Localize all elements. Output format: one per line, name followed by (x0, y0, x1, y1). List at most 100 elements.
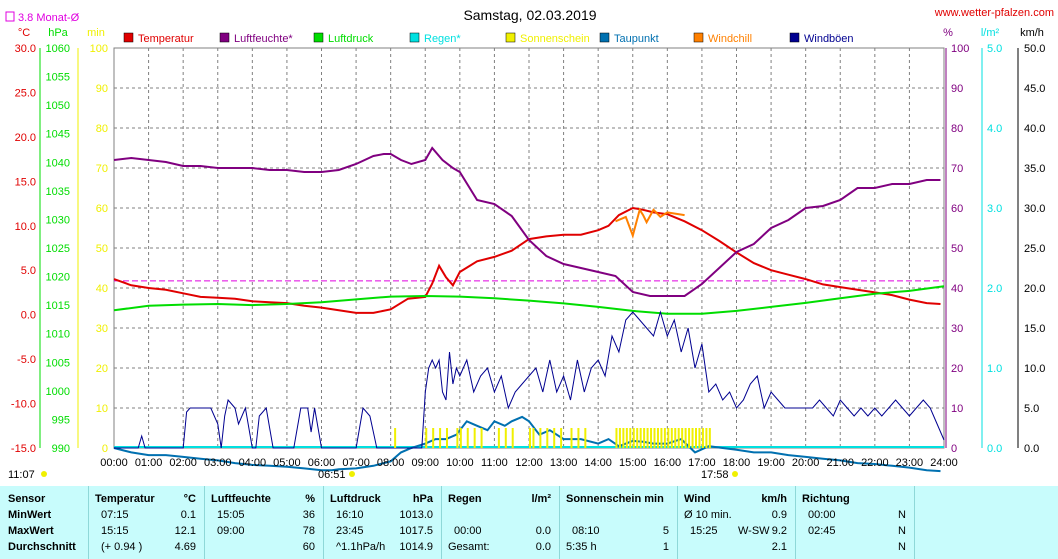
series-line-2 (113, 285, 945, 315)
sun-bar (701, 428, 704, 448)
tick-hum-10: 0 (951, 443, 957, 455)
legend: Temperatur Luftfeuchte* Luftdruck Regen* Son… (123, 32, 854, 45)
sun-bar (681, 428, 684, 448)
sunrise-marker (349, 471, 355, 477)
tick-press-7: 1025 (46, 243, 70, 255)
avg-hum-val: 60 (302, 541, 315, 553)
sun-bar (615, 428, 618, 448)
legend-label-0: Temperatur (138, 33, 194, 45)
sunset-label: 17:58 (701, 469, 729, 481)
sun-bar (674, 428, 677, 448)
tick-hum-8: 20 (951, 363, 963, 375)
row-max-label: MaxWert (8, 525, 54, 537)
tick-press-13: 995 (52, 414, 70, 426)
legend-swatch-6 (693, 32, 704, 43)
max-rain-val: 0.0 (535, 525, 551, 537)
max-sun-val: 5 (662, 525, 669, 537)
sun-bar (439, 428, 442, 448)
legend-swatch-3 (409, 32, 420, 43)
avg-sun-val: 1 (662, 541, 669, 553)
legend-swatch-7 (789, 32, 800, 43)
min-dir-time: 00:00 (808, 509, 836, 521)
avg-press-trend: ^1.1hPa/h (336, 541, 386, 553)
avg-press-val: 1014.9 (399, 541, 433, 553)
sun-bar (532, 428, 535, 448)
x-tick-6: 06:00 (308, 457, 336, 469)
sun-bar (639, 428, 642, 448)
unit-label-hum: % (943, 27, 953, 39)
x-tick-22: 22:00 (861, 457, 889, 469)
x-tick-23: 23:00 (896, 457, 924, 469)
x-tick-4: 04:00 (239, 457, 267, 469)
month-avg-marker (5, 11, 15, 22)
series-line-5 (114, 310, 945, 449)
sun-bar (625, 428, 628, 448)
sun-bar (629, 428, 632, 448)
hdr-temp-unit: °C (183, 493, 196, 505)
tick-press-9: 1015 (46, 300, 70, 312)
tick-rain-0: 5.0 (987, 43, 1002, 55)
col-temp: Temperatur °C 07:15 0.1 15:15 12.1 (+ 0.… (89, 486, 205, 559)
sun-bar (653, 428, 656, 448)
x-tick-18: 18:00 (723, 457, 751, 469)
tick-rain-2: 3.0 (987, 203, 1002, 215)
tick-sunmin-4: 60 (96, 203, 108, 215)
hdr-press: Luftdruck (330, 493, 381, 505)
total-rain-val: 0.0 (535, 541, 551, 553)
min-press-val: 1013.0 (399, 509, 433, 521)
x-tick-21: 21:00 (826, 457, 854, 469)
sun-bar (632, 428, 635, 448)
hdr-hum: Luftfeuchte (211, 493, 271, 505)
sun-bar (394, 428, 397, 448)
legend-label-4: Sonnenschein (520, 33, 590, 45)
x-tick-24: 24:00 (930, 457, 958, 469)
sun-bar (473, 428, 476, 448)
tick-hum-9: 10 (951, 403, 963, 415)
x-tick-19: 19:00 (757, 457, 785, 469)
min-temp-val: 0.1 (180, 509, 196, 521)
max-temp-time: 15:15 (101, 525, 129, 537)
x-tick-10: 10:00 (446, 457, 474, 469)
sun-bar (480, 428, 483, 448)
tick-wind-1: 45.0 (1024, 83, 1045, 95)
tick-temp-2: 20.0 (15, 132, 36, 144)
tick-sunmin-1: 90 (96, 83, 108, 95)
tick-temp-4: 10.0 (15, 221, 36, 233)
x-tick-20: 20:00 (792, 457, 820, 469)
sun-bar (656, 428, 659, 448)
tick-temp-9: -15.0 (11, 443, 36, 455)
col-wind: Wind km/h Ø 10 min. 0.9 15:25 W-SW 9.2 2… (678, 486, 796, 559)
sun-bar (446, 428, 448, 448)
max-sun-time: 08:10 (572, 525, 600, 537)
tick-sunmin-10: 0 (102, 443, 108, 455)
sun-bar (497, 428, 500, 448)
tick-hum-4: 60 (951, 203, 963, 215)
hdr-rain: Regen (448, 493, 482, 505)
hdr-temp: Temperatur (95, 493, 155, 505)
max-wind-dir: W-SW (738, 525, 770, 537)
tick-press-11: 1005 (46, 357, 70, 369)
series-line-4 (615, 207, 685, 239)
tick-press-12: 1000 (46, 386, 70, 398)
sun-bar (688, 428, 691, 448)
tick-hum-1: 90 (951, 83, 963, 95)
tick-wind-4: 30.0 (1024, 203, 1045, 215)
site-link[interactable]: www.wetter-pfalzen.com (934, 7, 1054, 19)
avg-temp-time: (+ 0.94 ) (101, 541, 143, 553)
tick-temp-8: -10.0 (11, 399, 36, 411)
sun-bar (670, 428, 673, 448)
sun-bar (432, 428, 435, 448)
unit-label-press: hPa (48, 27, 68, 39)
chart-axes: 30.0 25.0 20.0 15.0 10.0 5.0 0.0 -5.0 -10.0 -15.0… (11, 43, 1046, 455)
tick-press-5: 1035 (46, 186, 70, 198)
tick-sunmin-0: 100 (90, 43, 108, 55)
series-line-1 (113, 146, 941, 297)
tick-wind-5: 25.0 (1024, 243, 1045, 255)
tick-temp-6: 0.0 (21, 310, 36, 322)
tick-wind-2: 40.0 (1024, 123, 1045, 135)
x-axis-ticks: 00:00 01:00 02:00 03:00 04:00 05:00 06:00 07:00… (100, 457, 958, 469)
row-min-label: MinWert (8, 509, 52, 521)
x-tick-9: 09:00 (411, 457, 439, 469)
sun-bar (705, 428, 708, 448)
sun-bar (684, 428, 687, 448)
